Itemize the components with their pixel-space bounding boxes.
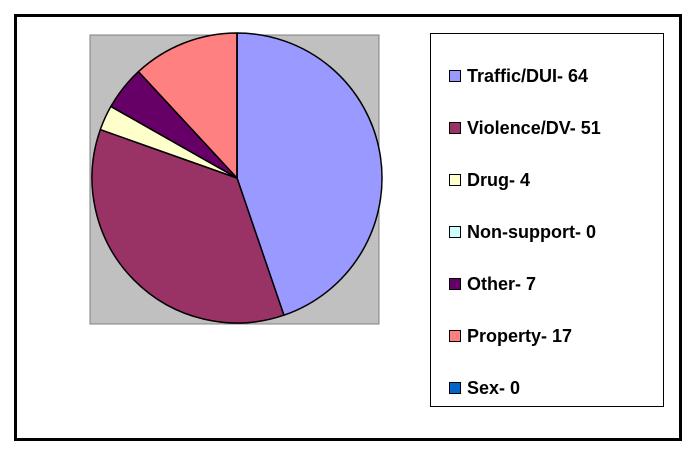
legend-label-non-support: Non-support- 0: [467, 222, 596, 242]
chart-frame: Traffic/DUI- 64 Violence/DV- 51 Drug- 4 …: [14, 14, 682, 441]
legend: Traffic/DUI- 64 Violence/DV- 51 Drug- 4 …: [430, 33, 664, 407]
legend-swatch-traffic-dui: [449, 70, 461, 82]
legend-item-traffic-dui: Traffic/DUI- 64: [449, 64, 588, 88]
legend-label-violence-dv: Violence/DV- 51: [467, 118, 601, 138]
legend-item-property: Property- 17: [449, 324, 572, 348]
legend-label-traffic-dui: Traffic/DUI- 64: [467, 66, 589, 86]
legend-swatch-other: [449, 278, 461, 290]
legend-label-other: Other- 7: [467, 274, 537, 294]
pie-slice-property: [137, 32, 238, 179]
legend-label-property: Property- 17: [467, 326, 573, 346]
legend-swatch-property: [449, 330, 461, 342]
legend-label-sex: Sex- 0: [467, 378, 521, 398]
legend-item-drug: Drug- 4: [449, 168, 530, 192]
legend-label-drug: Drug- 4: [467, 170, 530, 190]
legend-swatch-drug: [449, 174, 461, 186]
pie-slices: [91, 32, 383, 324]
pie-slice-traffic-dui: [236, 32, 383, 316]
legend-swatch-non-support: [449, 226, 461, 238]
legend-item-non-support: Non-support- 0: [449, 220, 596, 244]
legend-item-sex: Sex- 0: [449, 376, 520, 400]
pie-chart-svg: [89, 32, 383, 325]
legend-swatch-violence-dv: [449, 122, 461, 134]
legend-swatch-sex: [449, 382, 461, 394]
legend-item-other: Other- 7: [449, 272, 536, 296]
legend-item-violence-dv: Violence/DV- 51: [449, 116, 601, 140]
